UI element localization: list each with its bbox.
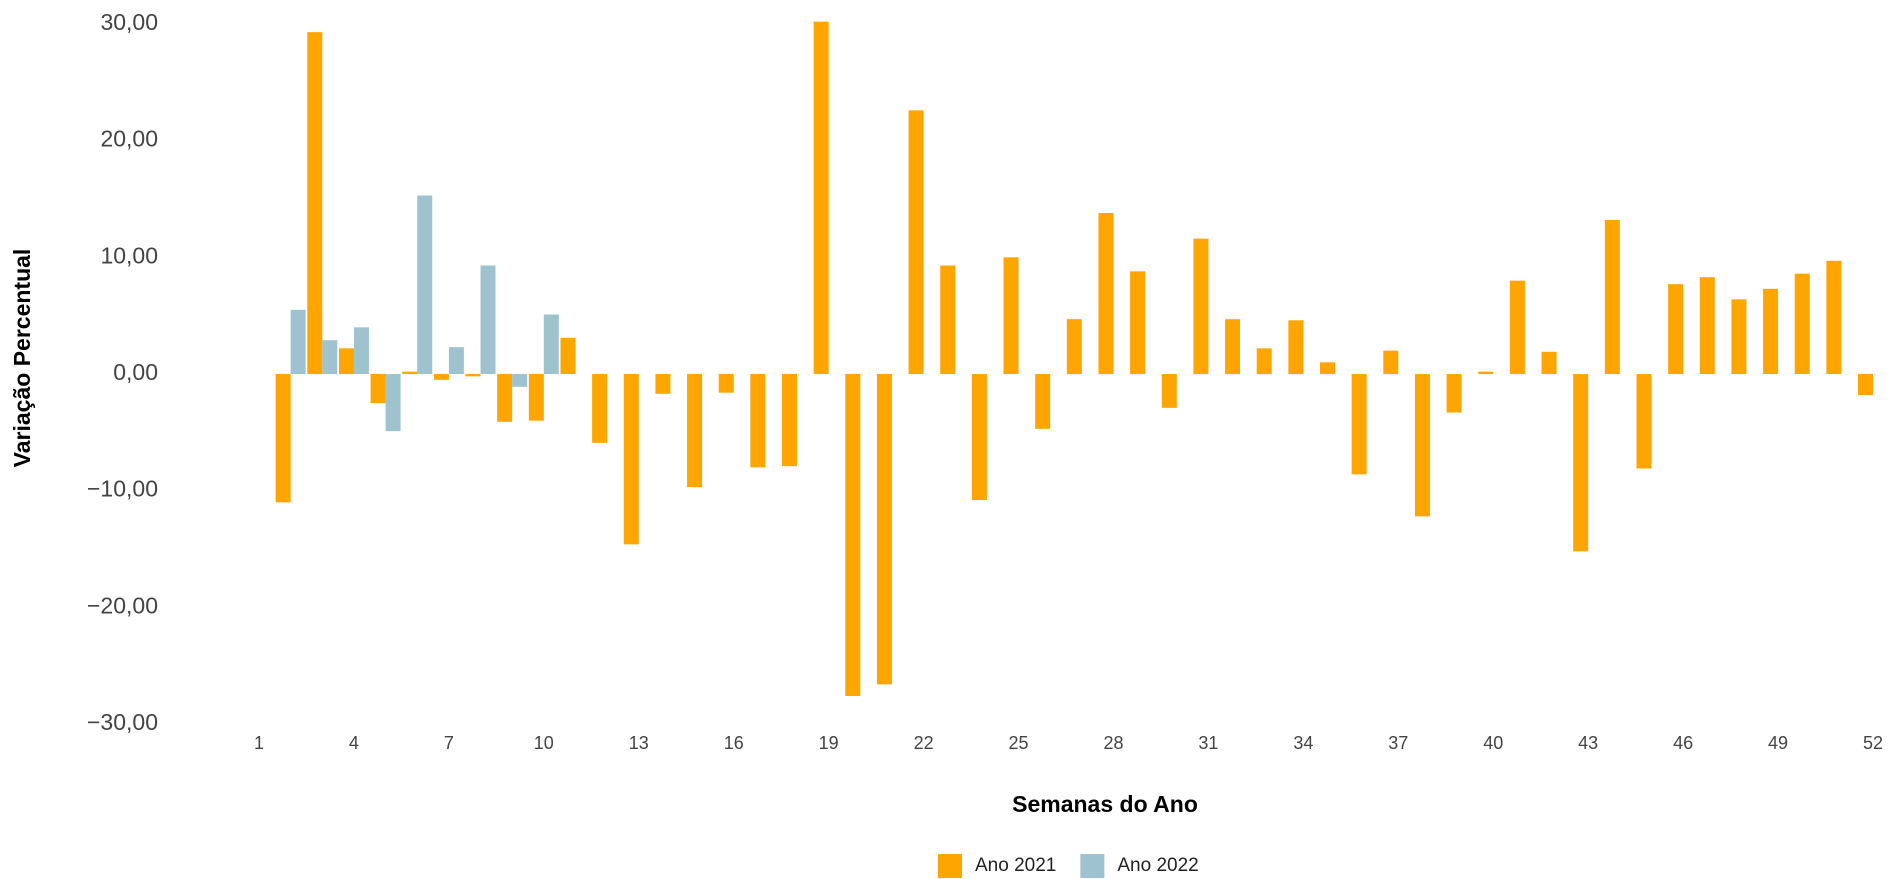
legend-label: Ano 2021 [975, 855, 1056, 876]
bar [307, 32, 323, 375]
bar [1256, 348, 1272, 374]
y-tick-label: 10,00 [100, 242, 158, 268]
x-tick-label: 49 [1768, 733, 1788, 753]
bar [1035, 374, 1051, 429]
bar [402, 371, 418, 374]
bar [417, 195, 433, 374]
bar [433, 374, 449, 380]
bar [1161, 374, 1177, 408]
bar [1446, 374, 1462, 413]
x-tick-label: 22 [914, 733, 934, 753]
x-tick-label: 52 [1863, 733, 1883, 753]
y-tick-label: −20,00 [87, 592, 158, 618]
bar [940, 265, 956, 374]
y-tick-label: 30,00 [100, 9, 158, 35]
bar [971, 374, 987, 500]
bar [750, 374, 766, 468]
bar [1130, 271, 1146, 374]
x-tick-label: 34 [1293, 733, 1313, 753]
legend-label: Ano 2022 [1117, 855, 1198, 876]
x-tick-label: 10 [534, 733, 554, 753]
bar [1003, 257, 1019, 374]
bar [275, 374, 291, 503]
bar [908, 110, 924, 374]
x-tick-label: 4 [349, 733, 359, 753]
y-tick-label: 20,00 [100, 126, 158, 152]
bar [687, 374, 703, 488]
bar [528, 374, 544, 421]
bar [1794, 273, 1810, 374]
bar [1066, 319, 1082, 374]
bar [512, 374, 528, 387]
x-tick-label: 25 [1009, 733, 1029, 753]
bar [1668, 284, 1684, 374]
y-tick-label: −30,00 [87, 709, 158, 735]
x-tick-label: 16 [724, 733, 744, 753]
bar [480, 265, 496, 374]
bar [1414, 374, 1430, 517]
x-tick-label: 1 [254, 733, 264, 753]
x-axis-title: Semanas do Ano [1012, 791, 1198, 817]
legend-swatch [1080, 854, 1105, 878]
bar [1351, 374, 1367, 475]
x-tick-label: 19 [819, 733, 839, 753]
bar [370, 374, 386, 404]
bar [623, 374, 639, 545]
bar [1573, 374, 1589, 552]
bar [1731, 299, 1747, 374]
x-tick-label: 28 [1103, 733, 1123, 753]
bar [1763, 288, 1779, 374]
bar [1541, 351, 1557, 374]
bar [353, 327, 369, 374]
bar [782, 374, 797, 467]
bar [338, 348, 354, 374]
x-tick-label: 31 [1198, 733, 1218, 753]
bar [813, 21, 829, 375]
bar [718, 374, 734, 393]
bar [845, 374, 861, 696]
bar [465, 374, 481, 377]
bar [1320, 362, 1335, 374]
y-axis-title: Variação Percentual [9, 249, 35, 468]
x-tick-label: 46 [1673, 733, 1693, 753]
bar [1509, 280, 1525, 374]
x-tick-label: 13 [629, 733, 649, 753]
bar [448, 347, 464, 374]
bar [560, 337, 576, 374]
x-tick-label: 43 [1578, 733, 1598, 753]
bar [876, 374, 892, 685]
bar [1288, 320, 1304, 374]
bar [1826, 260, 1842, 374]
legend-swatch [938, 854, 962, 878]
bar [1858, 374, 1873, 395]
bar [1383, 350, 1399, 374]
bar [497, 374, 513, 422]
bar [1225, 319, 1241, 374]
bar [322, 340, 338, 374]
x-tick-label: 37 [1388, 733, 1408, 753]
bar [1478, 371, 1494, 374]
bar [543, 314, 559, 374]
bar [592, 374, 608, 443]
x-tick-label: 7 [444, 733, 454, 753]
bar [1604, 220, 1620, 374]
y-tick-label: −10,00 [87, 476, 158, 502]
bar [1098, 213, 1114, 374]
bar [1699, 277, 1715, 374]
bar [1636, 374, 1652, 469]
bar [385, 374, 401, 432]
x-tick-label: 40 [1483, 733, 1503, 753]
y-tick-label: 0,00 [113, 359, 158, 385]
bar [290, 309, 306, 374]
bar [655, 374, 671, 394]
bar [1193, 238, 1209, 374]
